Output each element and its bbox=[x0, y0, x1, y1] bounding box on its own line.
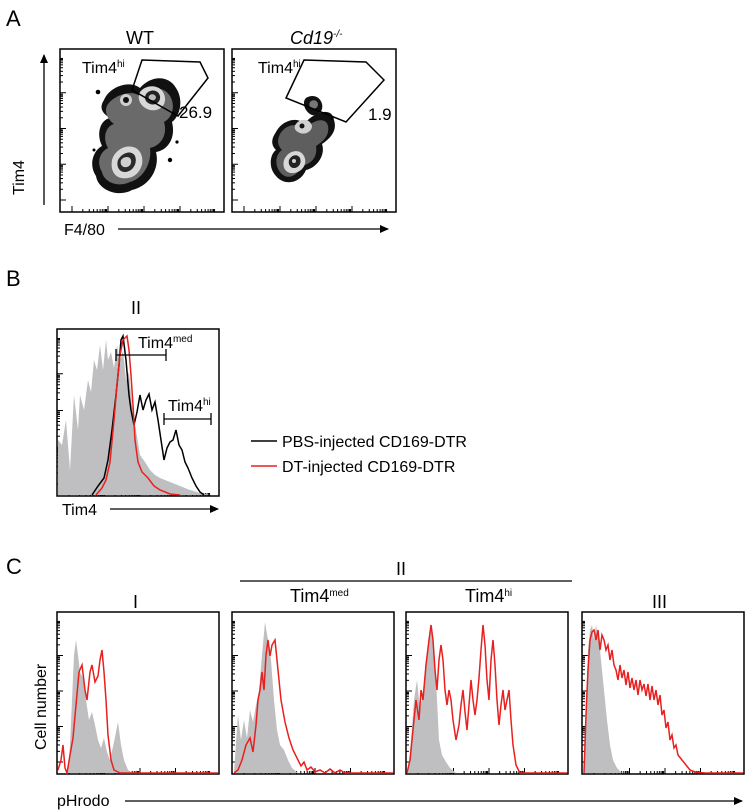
panel-a-y-label: Tim4 bbox=[11, 160, 28, 195]
gate-polygon bbox=[131, 59, 209, 117]
panel-a-plot-wt: WT Tim4hi 26.9 bbox=[59, 28, 225, 213]
gate-label: Tim4hi bbox=[258, 59, 301, 77]
gate-value: 26.9 bbox=[179, 103, 212, 122]
panel-b-x-label: Tim4 bbox=[62, 502, 97, 519]
contour-density bbox=[92, 78, 181, 194]
control-histogram-fill bbox=[408, 625, 456, 773]
panel-b-letter: B bbox=[6, 266, 21, 291]
control-histogram-fill bbox=[68, 640, 132, 773]
plot-title-cd19: Cd19-/- bbox=[290, 28, 343, 48]
gate-polygon bbox=[284, 59, 386, 123]
plot-title-tim4med: Tim4med bbox=[290, 586, 349, 606]
ticks bbox=[60, 57, 216, 212]
plot-title-iii: III bbox=[652, 592, 667, 612]
panel-c-plot-iii: III bbox=[581, 592, 745, 775]
plot-frame bbox=[59, 48, 225, 213]
sample-trace bbox=[406, 624, 567, 774]
legend-label-pbs: PBS-injected CD169-DTR bbox=[282, 434, 467, 451]
group-label: II bbox=[396, 559, 406, 579]
gate-tim4med bbox=[115, 349, 167, 361]
panel-a-letter: A bbox=[6, 6, 21, 31]
control-histogram-fill bbox=[234, 622, 298, 773]
panel-c-letter: C bbox=[6, 554, 22, 579]
panel-a-x-label: F4/80 bbox=[64, 222, 105, 239]
gate-label: Tim4hi bbox=[82, 59, 125, 77]
panel-c-plot-tim4med: Tim4med bbox=[231, 586, 395, 775]
legend: PBS-injected CD169-DTR DT-injected CD169… bbox=[251, 434, 467, 476]
panel-c-y-label: Cell number bbox=[33, 663, 50, 750]
contour-density bbox=[270, 96, 335, 183]
gate-label-tim4med: Tim4med bbox=[138, 334, 192, 352]
plot-frame bbox=[231, 48, 397, 213]
control-histogram-fill bbox=[584, 625, 622, 773]
dt-trace bbox=[95, 334, 181, 496]
sample-trace bbox=[233, 637, 393, 774]
ticks bbox=[232, 57, 388, 212]
panel-b-histogram: Tim4med Tim4hi bbox=[56, 328, 220, 497]
gate-tim4hi bbox=[163, 413, 212, 425]
panel-c-plot-tim4hi: Tim4hi bbox=[405, 586, 569, 775]
plot-title-wt: WT bbox=[126, 28, 154, 48]
gate-label-tim4hi: Tim4hi bbox=[168, 397, 211, 415]
legend-label-dt: DT-injected CD169-DTR bbox=[282, 459, 455, 476]
sample-trace bbox=[57, 649, 218, 776]
plot-title-i: I bbox=[133, 592, 138, 612]
gate-value: 1.9 bbox=[368, 105, 392, 124]
panel-c-plot-i: I bbox=[56, 592, 220, 776]
panel-a-plot-cd19ko: Cd19-/- Tim4hi 1.9 bbox=[231, 28, 397, 213]
sample-trace bbox=[583, 628, 743, 774]
plot-title-tim4hi: Tim4hi bbox=[465, 586, 512, 606]
panel-b-subset-label: II bbox=[131, 298, 141, 318]
panel-c-x-label: pHrodo bbox=[57, 793, 110, 810]
